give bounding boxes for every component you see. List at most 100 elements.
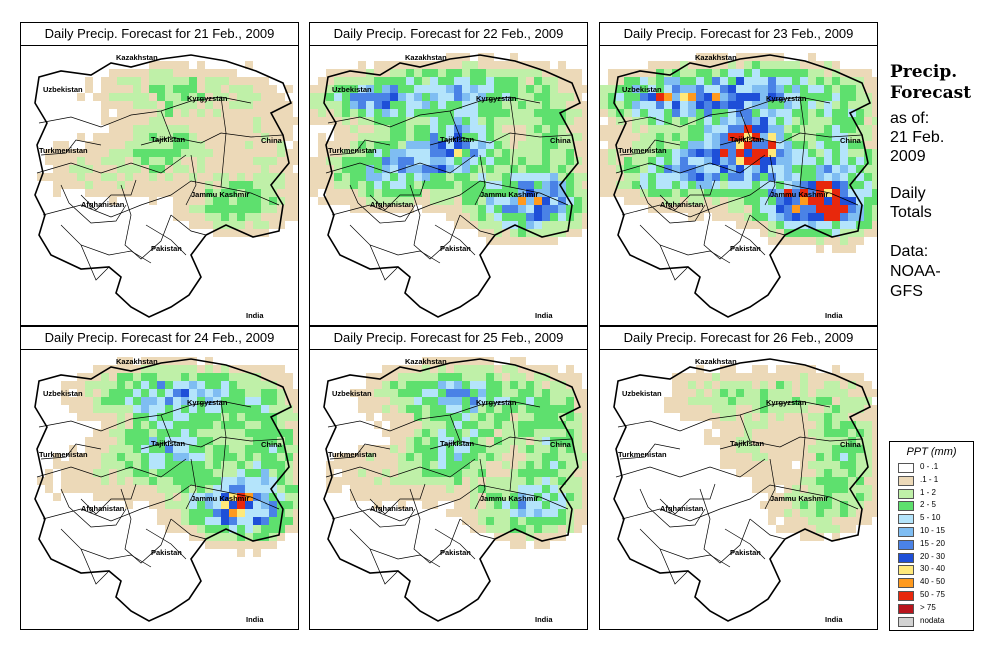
precip-cell	[624, 77, 632, 85]
precip-cell	[550, 477, 558, 485]
precip-cell	[768, 93, 776, 101]
precip-cell	[446, 69, 454, 77]
precip-cell	[109, 453, 117, 461]
precip-cell	[157, 437, 165, 445]
precip-cell	[574, 493, 582, 501]
precip-cell	[486, 165, 494, 173]
precip-cell	[494, 525, 502, 533]
precip-cell	[149, 173, 157, 181]
precip-cell	[117, 157, 125, 165]
precip-cell	[800, 413, 808, 421]
precip-cell	[446, 373, 454, 381]
precip-cell	[237, 389, 245, 397]
precip-cell	[205, 173, 213, 181]
precip-cell	[632, 165, 640, 173]
precip-cell	[181, 205, 189, 213]
precip-cell	[550, 173, 558, 181]
precip-cell	[792, 405, 800, 413]
precip-cell	[534, 381, 542, 389]
precip-cell	[688, 85, 696, 93]
precip-cell	[510, 149, 518, 157]
precip-cell	[454, 85, 462, 93]
precip-cell	[438, 157, 446, 165]
precip-cell	[510, 109, 518, 117]
precip-cell	[438, 397, 446, 405]
precip-cell	[253, 421, 261, 429]
precip-cell	[229, 381, 237, 389]
precip-cell	[342, 477, 350, 485]
precip-cell	[832, 93, 840, 101]
precip-cell	[157, 101, 165, 109]
precip-cell	[510, 133, 518, 141]
precip-cell	[632, 77, 640, 85]
precip-cell	[470, 453, 478, 461]
precip-cell	[808, 509, 816, 517]
precip-cell	[574, 85, 582, 93]
precip-cell	[101, 413, 109, 421]
precip-cell	[510, 405, 518, 413]
precip-cell	[840, 221, 848, 229]
precip-cell	[808, 461, 816, 469]
precip-cell	[277, 429, 285, 437]
precip-cell	[566, 109, 574, 117]
precip-cell	[864, 197, 872, 205]
precip-cell	[526, 149, 534, 157]
precip-cell	[696, 397, 704, 405]
precip-cell	[406, 197, 414, 205]
precip-cell	[189, 461, 197, 469]
precip-cell	[237, 101, 245, 109]
precip-cell	[542, 501, 550, 509]
precip-cell	[550, 69, 558, 77]
precip-cell	[792, 213, 800, 221]
map-label-kyrgyzstan: Kyrgyzstan	[476, 398, 517, 407]
precip-cell	[800, 101, 808, 109]
precip-cell	[712, 53, 720, 61]
precip-cell	[800, 517, 808, 525]
precip-cell	[840, 237, 848, 245]
precip-cell	[350, 189, 358, 197]
province-border	[739, 110, 751, 138]
precip-cell	[502, 365, 510, 373]
precip-cell	[269, 421, 277, 429]
precip-cell	[728, 101, 736, 109]
precip-cell	[173, 189, 181, 197]
precip-cell	[85, 405, 93, 413]
precip-cell	[712, 173, 720, 181]
precip-cell	[510, 125, 518, 133]
precip-cell	[390, 445, 398, 453]
precip-cell	[414, 493, 422, 501]
precip-cell	[664, 77, 672, 85]
precip-cell	[422, 141, 430, 149]
precip-cell	[752, 461, 760, 469]
precip-cell	[792, 77, 800, 85]
precip-cell	[776, 421, 784, 429]
precip-cell	[141, 133, 149, 141]
precip-cell	[237, 77, 245, 85]
precip-cell	[197, 77, 205, 85]
precip-cell	[824, 101, 832, 109]
precip-cell	[534, 469, 542, 477]
precip-cell	[342, 77, 350, 85]
asof-year: 2009	[890, 148, 926, 165]
precip-cell	[816, 373, 824, 381]
precip-cell	[672, 165, 680, 173]
precip-cell	[486, 445, 494, 453]
precip-cell	[69, 485, 77, 493]
precip-cell	[261, 205, 269, 213]
precip-cell	[374, 125, 382, 133]
precip-cell	[229, 109, 237, 117]
precip-cell	[149, 429, 157, 437]
precip-cell	[109, 85, 117, 93]
precip-cell	[848, 373, 856, 381]
precip-cell	[293, 525, 298, 533]
precip-cell	[197, 365, 205, 373]
precip-cell	[422, 429, 430, 437]
precip-cell	[696, 189, 704, 197]
province-border	[459, 518, 496, 540]
precip-cell	[438, 365, 446, 373]
precip-cell	[712, 157, 720, 165]
precip-cell	[173, 389, 181, 397]
precip-cell	[382, 181, 390, 189]
precip-cell	[374, 133, 382, 141]
precip-cell	[149, 453, 157, 461]
